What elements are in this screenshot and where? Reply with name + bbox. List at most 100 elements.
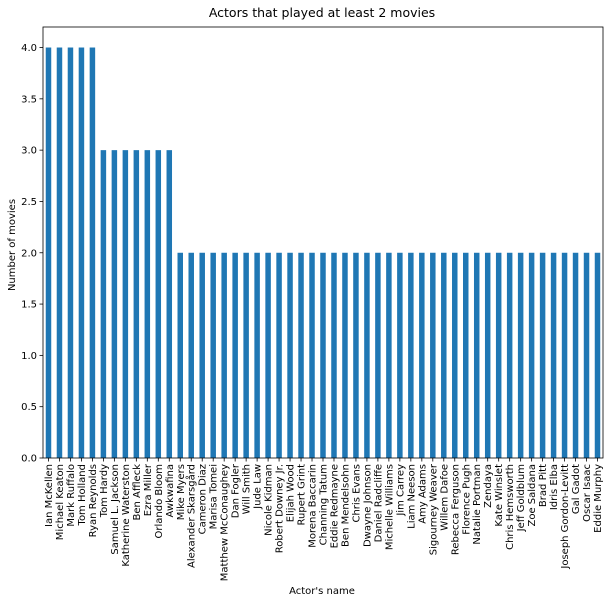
- x-tick-label: Zoe Saldana: [527, 464, 538, 527]
- x-tick-label: Tom Holland: [77, 464, 88, 526]
- x-tick-label: Zendaya: [483, 464, 494, 508]
- chart-title: Actors that played at least 2 movies: [209, 5, 435, 20]
- bar: [56, 47, 63, 459]
- x-tick-label: Eddie Murphy: [593, 464, 604, 533]
- x-tick-label: Morena Baccarin: [308, 464, 319, 548]
- bar: [561, 252, 568, 458]
- bar: [122, 150, 129, 458]
- bar: [78, 47, 85, 459]
- x-tick-label: Channing Tatum: [319, 464, 330, 545]
- x-tick-label: Tom Hardy: [99, 464, 110, 518]
- bar: [386, 252, 392, 458]
- bar: [506, 252, 513, 458]
- plot-frame: [42, 26, 604, 459]
- bar: [572, 252, 579, 458]
- bar: [221, 252, 227, 458]
- x-tick-label: Joseph Gordon-Levitt: [560, 464, 571, 570]
- x-tick-label: Michelle Williams: [384, 464, 395, 550]
- x-tick-label: Matthew McConaughey: [220, 464, 231, 581]
- y-tick-label: 0.0: [21, 454, 37, 465]
- bar: [210, 252, 216, 458]
- x-tick-label: Brad Pitt: [538, 464, 549, 507]
- x-tick-label: Ian McKellen: [44, 464, 55, 527]
- bar: [331, 252, 337, 458]
- y-tick-label: 1.5: [21, 300, 37, 311]
- x-tick-label: Cameron Diaz: [198, 464, 209, 534]
- x-tick-label: Ben Affleck: [132, 464, 143, 521]
- bar: [144, 150, 151, 458]
- x-tick-label: Jude Law: [253, 464, 264, 510]
- bar: [517, 252, 524, 458]
- bars-group: [45, 47, 601, 459]
- x-tick-label: Mike Myers: [176, 464, 187, 520]
- x-tick-label: Daniel Radcliffe: [373, 464, 384, 542]
- bar: [177, 252, 183, 458]
- bar: [111, 150, 118, 458]
- x-axis: Ian McKellen Michael Keaton Mark Ruffalo To…: [44, 458, 604, 581]
- x-tick-label: Elijah Wood: [286, 464, 297, 522]
- x-tick-label: Nicole Kidman: [264, 464, 275, 536]
- x-tick-label: Alexander Skarsgård: [185, 464, 198, 568]
- bar: [550, 252, 557, 458]
- x-tick-label: Ezra Miller: [143, 463, 154, 516]
- x-tick-label: Katherine Waterston: [121, 464, 132, 567]
- x-tick-label: Dwayne Johnson: [362, 464, 373, 547]
- bar: [265, 252, 271, 458]
- y-tick-label: 4.0: [21, 43, 37, 54]
- bar: [254, 252, 260, 458]
- x-tick-label: Ryan Reynolds: [88, 464, 99, 537]
- bar: [320, 252, 326, 458]
- bar: [452, 252, 458, 458]
- y-tick-label: 0.5: [21, 402, 37, 413]
- x-tick-label: Oscar Isaac: [582, 464, 593, 522]
- bar: [364, 252, 370, 458]
- x-tick-label: Samuel L. Jackson: [110, 464, 121, 555]
- x-tick-label: Marisa Tomei: [209, 464, 220, 529]
- x-axis-label: Actor's name: [289, 586, 355, 597]
- bar: [89, 47, 96, 459]
- bar: [155, 150, 162, 458]
- bar: [276, 252, 282, 458]
- x-tick-label: Chris Evans: [351, 464, 362, 523]
- bar: [67, 47, 74, 459]
- x-tick-label: Rebecca Ferguson: [450, 464, 461, 555]
- x-tick-label: Awkwafina: [165, 464, 176, 517]
- bar: [397, 252, 403, 458]
- y-tick-label: 1.0: [21, 351, 37, 362]
- bar: [430, 252, 436, 458]
- x-tick-label: Liam Neeson: [406, 464, 417, 529]
- bar: [528, 252, 535, 458]
- bar: [539, 252, 546, 458]
- x-tick-label: Michael Keaton: [55, 464, 66, 540]
- x-tick-label: Mark Ruffalo: [66, 464, 77, 527]
- x-tick-label: Jim Carrey: [395, 464, 406, 517]
- bar: [495, 252, 502, 458]
- x-tick-label: Willem Dafoe: [439, 464, 450, 531]
- y-tick-label: 3.0: [21, 146, 37, 157]
- x-tick-label: Idris Elba: [549, 464, 560, 510]
- y-tick-label: 2.5: [21, 197, 37, 208]
- bar: [188, 252, 194, 458]
- bar: [353, 252, 359, 458]
- y-axis: 0.0 0.5 1.0 1.5 2.0 2.5 3.0 3.5 4.0: [21, 43, 43, 465]
- bar: [408, 252, 414, 458]
- x-tick-label: Kate Winslet: [494, 464, 505, 527]
- bar: [473, 252, 480, 458]
- x-tick-label: Rupert Grint: [297, 464, 308, 526]
- bar: [298, 252, 304, 458]
- bar: [375, 252, 381, 458]
- x-tick-label: Orlando Bloom: [154, 464, 165, 539]
- bar: [583, 252, 590, 458]
- x-tick-label: Jeff Goldblum: [516, 464, 527, 532]
- bar: [309, 252, 315, 458]
- bar: [243, 252, 249, 458]
- x-tick-label: Amy Adams: [417, 464, 428, 524]
- bar: [199, 252, 205, 458]
- x-tick-label: Chris Hemsworth: [505, 464, 516, 550]
- x-tick-label: Natalie Portman: [472, 464, 483, 545]
- bar: [419, 252, 425, 458]
- bar: [133, 150, 140, 458]
- x-tick-label: Sigourney Weaver: [428, 463, 439, 555]
- y-tick-label: 3.5: [21, 94, 37, 105]
